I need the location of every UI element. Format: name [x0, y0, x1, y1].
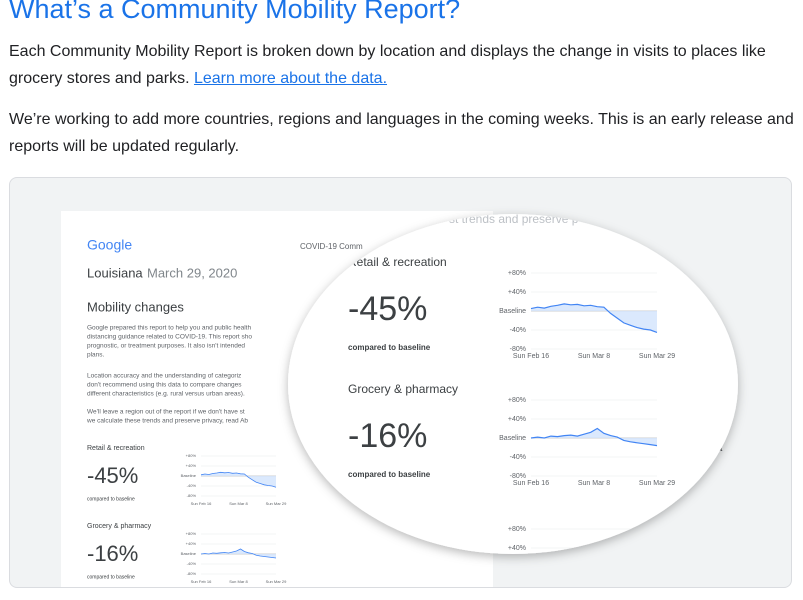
category-name: Retail & recreation — [87, 445, 145, 452]
report-illustration: Google COVID-19 Comm Louisiana March 29, 20… — [61, 211, 738, 587]
report-page-content: Google COVID-19 Comm Louisiana March 29, 20… — [86, 237, 363, 584]
body-line: plans. — [87, 352, 105, 359]
axis-label: +40% — [186, 541, 197, 546]
axis-label: -80% — [187, 571, 197, 576]
axis-label: +40% — [508, 289, 526, 296]
date-label: Sun Mar 29 — [266, 579, 287, 584]
category-value: -45% — [87, 463, 138, 488]
doc-title: COVID-19 Comm — [300, 242, 363, 251]
axis-label: -40% — [510, 454, 526, 461]
date-label: Sun Feb 16 — [513, 353, 549, 360]
category-name: Grocery & pharmacy — [87, 523, 152, 530]
body-line: we calculate these trends and preserve p… — [86, 418, 248, 425]
date-label: Sun Mar 8 — [229, 501, 248, 506]
category-caption: compared to baseline — [348, 343, 431, 352]
body-line: Google prepared this report to help you … — [87, 325, 251, 332]
date-label: Sun Mar 29 — [639, 480, 675, 487]
axis-label: +80% — [186, 531, 197, 536]
learn-more-link[interactable]: Learn more about the data. — [193, 70, 388, 87]
body-line: prognostic, or treatment purposes. It al… — [87, 343, 245, 350]
zoom-top-text: st trends and preserve p — [449, 212, 579, 226]
date-label: Sun Feb 16 — [191, 579, 212, 584]
axis-label: Baseline — [499, 308, 526, 315]
category-caption: compared to baseline — [87, 574, 135, 580]
trend-area — [531, 428, 657, 446]
page-title: What’s a Community Mobility Report? — [9, 0, 461, 24]
body-line: different characteristics (e.g. rural ve… — [87, 391, 245, 398]
category-value: -45% — [348, 290, 427, 328]
axis-label: -80% — [187, 493, 197, 498]
illustration-frame: Google COVID-19 Comm Louisiana March 29, 20… — [9, 177, 792, 588]
location: Louisiana — [87, 265, 143, 280]
axis-label: +80% — [508, 270, 526, 277]
category-name: Retail & recreation — [348, 255, 447, 269]
axis-label: +40% — [186, 463, 197, 468]
brand: Google — [87, 237, 132, 253]
trend-line — [530, 427, 658, 447]
body-line: We'll leave a region out of the report i… — [87, 409, 245, 416]
axis-label: -80% — [510, 473, 526, 480]
trend-area — [201, 472, 276, 488]
axis-label: +40% — [508, 416, 526, 423]
axis-label: Baseline — [181, 473, 197, 478]
date-label: Sun Mar 8 — [578, 480, 610, 487]
body-line: distancing guidance related to COVID-19.… — [87, 334, 252, 341]
intro-text: Each Community Mobility Report is broken… — [9, 43, 766, 87]
trend-area — [531, 303, 657, 333]
axis-label: -40% — [187, 561, 197, 566]
axis-label: +40% — [508, 545, 526, 552]
axis-label: -80% — [510, 346, 526, 353]
date-label: Sun Feb 16 — [191, 501, 212, 506]
trend-area — [201, 549, 276, 558]
category-value: -16% — [348, 417, 427, 455]
date-label: Sun Feb 16 — [513, 480, 549, 487]
category-value: -16% — [87, 541, 138, 566]
category-caption: compared to baseline — [348, 470, 431, 479]
date-label: Sun Mar 29 — [266, 501, 287, 506]
axis-label: -40% — [510, 327, 526, 334]
date-label: Sun Mar 8 — [578, 353, 610, 360]
date-label: Sun Mar 29 — [639, 353, 675, 360]
axis-label: Baseline — [181, 551, 197, 556]
axis-label: +80% — [508, 526, 526, 533]
trend-line — [200, 548, 277, 559]
category-caption: compared to baseline — [87, 496, 135, 502]
body-line: don't recommend using this data to compa… — [87, 382, 242, 389]
trend-line — [200, 471, 277, 488]
axis-label: Baseline — [499, 435, 526, 442]
intro-paragraph: Each Community Mobility Report is broken… — [9, 38, 794, 92]
axis-label: +80% — [186, 453, 197, 458]
magnifier-lens — [288, 214, 738, 554]
section-heading: Mobility changes — [87, 299, 184, 314]
axis-label: -40% — [187, 483, 197, 488]
category-name: Grocery & pharmacy — [348, 382, 458, 396]
date-label: Sun Mar 8 — [229, 579, 248, 584]
body-line: Location accuracy and the understanding … — [87, 373, 241, 380]
trend-line — [530, 303, 658, 333]
notice-paragraph: We’re working to add more countries, reg… — [9, 111, 794, 155]
report-date: March 29, 2020 — [147, 265, 237, 280]
axis-label: +80% — [508, 397, 526, 404]
